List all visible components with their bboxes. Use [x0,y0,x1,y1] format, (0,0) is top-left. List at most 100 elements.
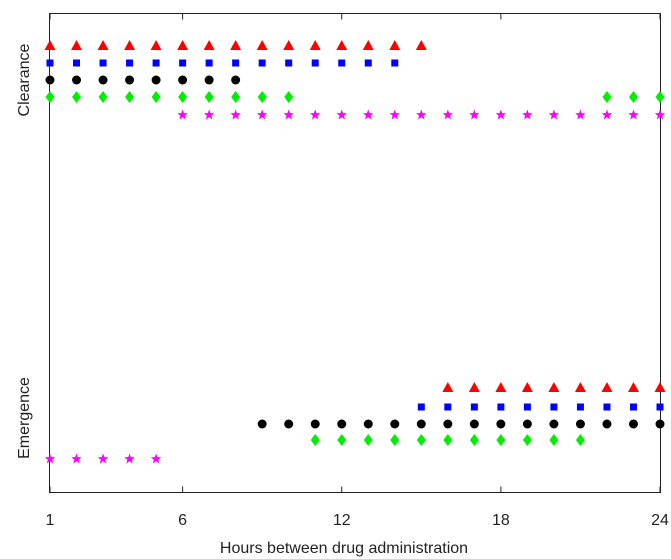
data-point-square [179,59,187,67]
data-point-square [656,403,664,411]
data-point-star [203,109,215,120]
data-point-triangle [256,40,268,50]
data-point-star [309,109,321,120]
data-point-star [522,109,533,120]
data-point-square [444,403,452,411]
data-point-star [389,109,401,120]
data-point-triangle [415,40,427,50]
data-point-star [442,109,454,120]
data-point-triangle [44,40,56,50]
x-axis-ticks: 1 6 12 18 24 [46,13,669,529]
data-point-triangle [601,382,613,392]
data-point-square [550,403,558,411]
data-point-diamond [443,434,453,446]
data-point-star [548,109,560,120]
data-point-circle [310,419,320,429]
data-point-triangle [177,40,189,50]
data-point-triangle [124,40,136,50]
x-tick-label: 24 [651,512,669,529]
data-point-square [311,59,319,67]
data-point-circle [496,419,506,429]
data-point-circle [72,75,82,85]
data-point-triangle [97,40,109,50]
data-point-diamond [231,91,241,103]
data-point-diamond [284,91,294,103]
x-tick-label: 6 [178,512,187,529]
data-point-diamond [151,91,161,103]
data-point-square [285,59,293,67]
data-point-square [603,403,611,411]
data-point-circle [257,419,267,429]
data-point-triangle [389,40,401,50]
data-point-diamond [575,434,585,446]
data-point-circle [231,75,241,85]
data-point-triangle [468,382,480,392]
data-point-circle [549,419,559,429]
data-point-star [495,109,507,120]
data-point-triangle [548,382,560,392]
data-point-circle [469,419,479,429]
data-point-triangle [627,382,639,392]
data-point-square [417,403,425,411]
data-point-triangle [442,382,454,392]
data-point-circle [284,419,294,429]
data-point-diamond [257,91,267,103]
data-point-star [654,109,666,120]
data-point-diamond [469,434,479,446]
x-tick-label: 12 [333,512,351,529]
data-point-triangle [362,40,374,50]
y-category-label-emergence: Emergence [16,377,33,459]
data-point-square [46,59,54,67]
data-point-diamond [204,91,214,103]
data-point-diamond [628,91,638,103]
data-point-triangle [71,40,83,50]
data-point-circle [363,419,373,429]
data-point-square [391,59,399,67]
data-point-triangle [230,40,242,50]
data-point-star [44,453,56,464]
data-point-square [576,403,584,411]
data-point-circle [45,75,55,85]
data-point-circle [575,419,585,429]
data-point-star [97,453,109,464]
data-point-star [150,453,162,464]
data-point-diamond [655,91,665,103]
data-point-square [364,59,372,67]
data-point-star [177,109,188,120]
data-point-triangle [574,382,586,392]
data-point-circle [337,419,347,429]
data-point-circle [178,75,188,85]
data-point-circle [602,419,612,429]
data-point-triangle [150,40,162,50]
data-point-square [126,59,134,67]
data-point-star [71,453,82,464]
data-point-diamond [390,434,400,446]
data-point-square [497,403,505,411]
data-point-square [205,59,213,67]
data-point-square [629,403,637,411]
data-point-square [152,59,160,67]
data-point-diamond [125,91,135,103]
data-point-diamond [178,91,188,103]
data-point-star [628,109,639,120]
data-point-star [256,109,268,120]
y-category-label-clearance: Clearance [16,43,33,116]
data-point-diamond [45,91,55,103]
data-point-diamond [602,91,612,103]
data-point-diamond [72,91,82,103]
data-point-triangle [495,382,507,392]
data-point-diamond [98,91,108,103]
data-point-diamond [549,434,559,446]
data-point-square [232,59,240,67]
x-tick-label: 1 [46,512,55,529]
data-point-star [283,109,294,120]
data-point-star [363,109,374,120]
data-point-circle [125,75,135,85]
data-point-circle [416,419,426,429]
data-point-star [124,453,135,464]
data-point-circle [204,75,214,85]
data-markers [44,40,666,464]
data-point-diamond [416,434,426,446]
data-point-star [469,109,480,120]
